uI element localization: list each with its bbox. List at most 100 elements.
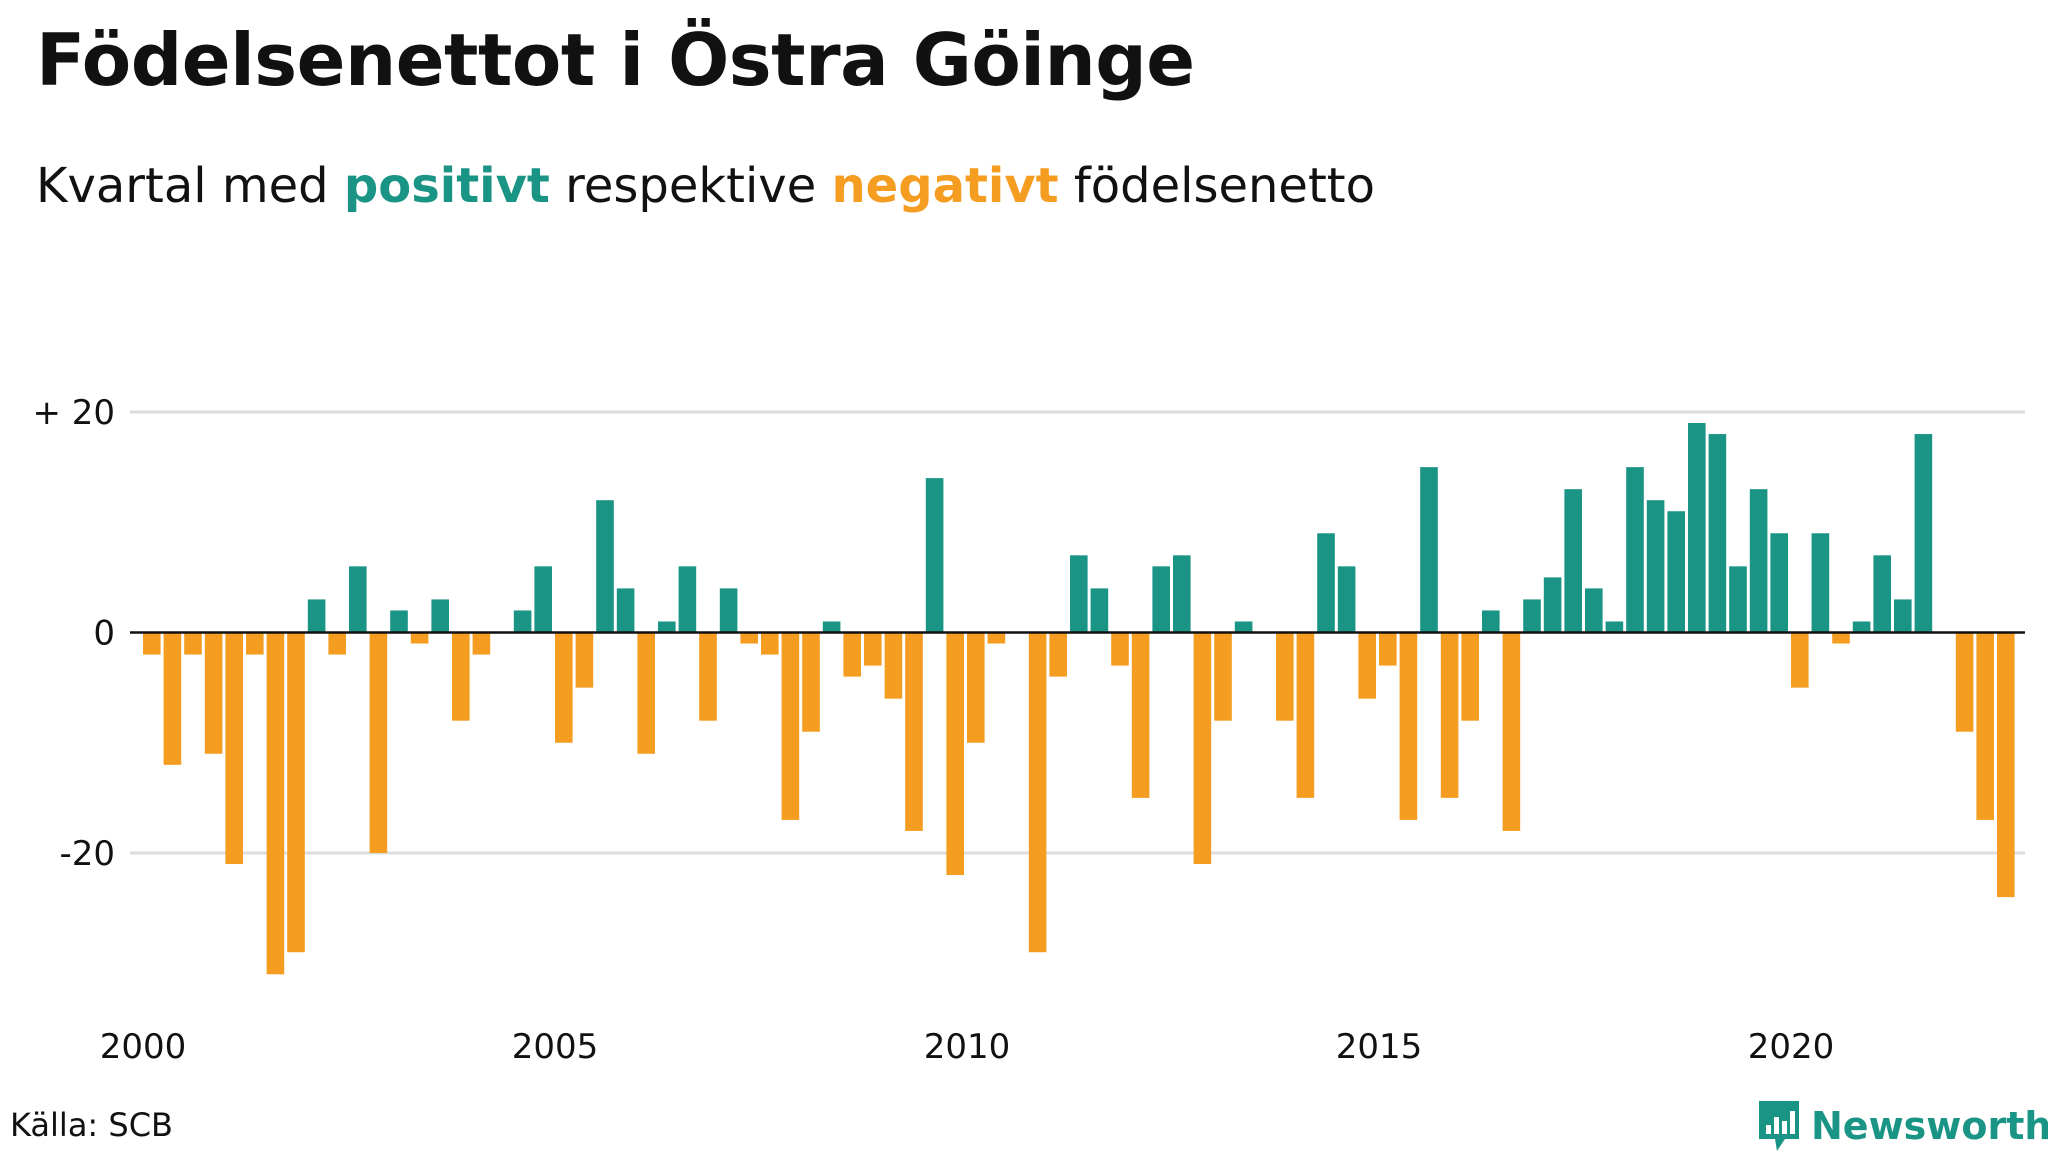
bar-positive xyxy=(1894,599,1912,633)
bar-positive xyxy=(307,599,326,633)
bar-negative xyxy=(884,632,903,699)
x-tick-label: 2020 xyxy=(1748,1027,1835,1067)
bar-negative xyxy=(143,632,161,655)
axes: + 20 0 -20 2000 2005 2010 2015 2020 xyxy=(32,393,2025,1067)
bar-negative xyxy=(637,632,655,754)
bar-chart: + 20 0 -20 2000 2005 2010 2015 2020 xyxy=(32,393,2025,1067)
bar-negative xyxy=(1955,632,1974,732)
bar-negative xyxy=(163,632,182,765)
subtitle-suffix: födelsenetto xyxy=(1058,158,1375,214)
bar-negative xyxy=(452,632,470,721)
bar-positive xyxy=(1852,621,1871,633)
bar-negative xyxy=(1502,632,1521,831)
bar-negative xyxy=(1997,632,2015,898)
bar-negative xyxy=(1358,632,1376,699)
bar-negative xyxy=(1379,632,1397,666)
bar-negative xyxy=(1276,632,1294,721)
bar-negative xyxy=(1399,632,1418,820)
bar-negative xyxy=(967,632,985,743)
bar-negative xyxy=(369,632,388,853)
bar-positive xyxy=(513,610,532,633)
bar-positive xyxy=(1770,533,1788,633)
bar-negative xyxy=(1976,632,1994,820)
bar-negative xyxy=(472,632,491,655)
bar-positive xyxy=(1914,434,1933,633)
bar-positive xyxy=(349,566,367,633)
bar-negative xyxy=(699,632,717,721)
bar-negative xyxy=(1193,632,1212,865)
bar-negative xyxy=(328,632,346,655)
bar-positive xyxy=(678,566,697,633)
newsworthy-logo-icon xyxy=(1759,1101,1799,1151)
bar-positive xyxy=(1337,566,1356,633)
bar-negative xyxy=(246,632,264,655)
bar-negative xyxy=(1214,632,1232,721)
bar-positive xyxy=(1564,489,1582,633)
bar-positive xyxy=(390,610,408,633)
bar-negative xyxy=(781,632,800,820)
bar-positive xyxy=(1090,588,1109,633)
x-tick-label: 2000 xyxy=(100,1027,187,1067)
bar-positive xyxy=(1873,555,1891,633)
bar-positive xyxy=(616,588,635,633)
bars xyxy=(143,423,2015,975)
y-tick-label: + 20 xyxy=(32,393,115,433)
bar-negative xyxy=(204,632,223,754)
bar-positive xyxy=(1317,533,1335,633)
bar-positive xyxy=(1234,621,1253,633)
bar-negative xyxy=(843,632,861,677)
bar-positive xyxy=(596,500,614,633)
y-tick-label: -20 xyxy=(59,834,115,874)
bar-negative xyxy=(905,632,923,831)
subtitle-positive-word: positivt xyxy=(343,158,550,214)
bar-negative xyxy=(225,632,243,865)
bar-negative xyxy=(1440,632,1459,798)
bar-positive xyxy=(822,621,841,633)
bar-positive xyxy=(1811,533,1830,633)
bar-negative xyxy=(410,632,429,644)
chart-title: Födelsenettot i Östra Göinge xyxy=(36,18,1195,102)
x-tick-label: 2010 xyxy=(924,1027,1011,1067)
bar-negative xyxy=(946,632,964,876)
y-tick-label: 0 xyxy=(93,614,115,654)
bar-negative xyxy=(1832,632,1850,644)
bar-negative xyxy=(575,632,594,688)
bar-negative xyxy=(287,632,305,953)
bar-negative xyxy=(761,632,779,655)
bar-negative xyxy=(1791,632,1809,688)
bar-negative xyxy=(864,632,882,666)
bar-negative xyxy=(802,632,820,732)
bar-negative xyxy=(987,632,1006,644)
bar-positive xyxy=(431,599,449,633)
subtitle-middle: respektive xyxy=(549,158,832,214)
bar-positive xyxy=(534,566,552,633)
source-note: Källa: SCB xyxy=(10,1106,173,1144)
bar-positive xyxy=(1729,566,1747,633)
bar-positive xyxy=(1605,621,1624,633)
bar-negative xyxy=(1049,632,1067,677)
bar-positive xyxy=(1070,555,1088,633)
bar-positive xyxy=(1482,610,1500,633)
bar-positive xyxy=(1749,489,1768,633)
bar-positive xyxy=(1585,588,1603,633)
bar-positive xyxy=(1420,467,1438,633)
x-tick-label: 2015 xyxy=(1336,1027,1423,1067)
bar-positive xyxy=(1173,555,1191,633)
bar-positive xyxy=(925,478,944,633)
bar-negative xyxy=(184,632,202,655)
bar-positive xyxy=(1667,511,1685,633)
x-tick-label: 2005 xyxy=(512,1027,599,1067)
bar-negative xyxy=(1111,632,1129,666)
chart-subtitle: Kvartal med positivt respektive negativt… xyxy=(36,158,1375,214)
bar-positive xyxy=(1708,434,1727,633)
grid-lines xyxy=(130,410,2025,855)
bar-negative xyxy=(555,632,573,743)
subtitle-prefix: Kvartal med xyxy=(36,158,344,214)
bar-negative xyxy=(1131,632,1150,798)
bar-negative xyxy=(740,632,758,644)
subtitle-negative-word: negativt xyxy=(831,158,1059,214)
bar-negative xyxy=(266,632,285,975)
bar-positive xyxy=(1646,500,1665,633)
bar-positive xyxy=(658,621,676,633)
bar-negative xyxy=(1296,632,1315,798)
